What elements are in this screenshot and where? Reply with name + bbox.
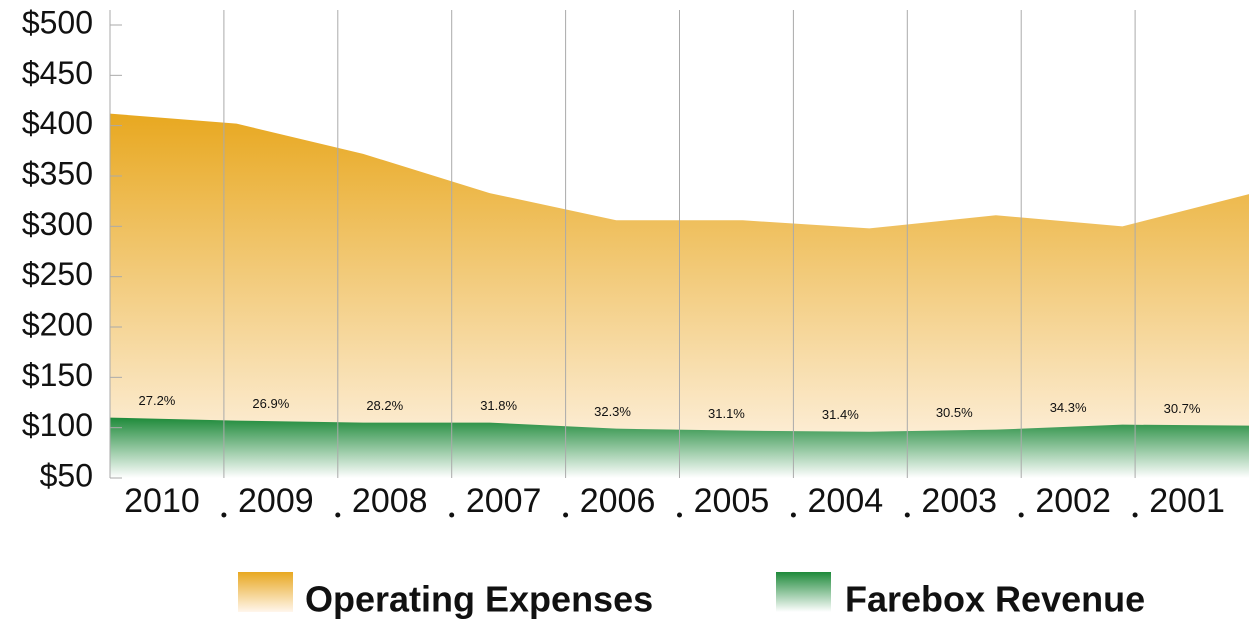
separator-dot bbox=[449, 512, 455, 518]
ratio-label: 30.5% bbox=[936, 405, 973, 420]
x-tick-label: 2007 bbox=[466, 482, 542, 520]
ratio-label: 31.4% bbox=[822, 407, 859, 422]
ratio-label: 34.3% bbox=[1050, 400, 1087, 415]
legend-swatch bbox=[776, 572, 831, 612]
legend-label: Operating Expenses bbox=[305, 579, 653, 620]
ratio-label: 28.2% bbox=[366, 398, 403, 413]
y-tick-label: $300 bbox=[22, 206, 93, 242]
separator-dot bbox=[904, 512, 910, 518]
separator-dot bbox=[1132, 512, 1138, 518]
separator-dot bbox=[221, 512, 227, 518]
x-tick-label: 2005 bbox=[694, 482, 770, 520]
ratio-label: 32.3% bbox=[594, 404, 631, 419]
legend-label: Farebox Revenue bbox=[845, 579, 1145, 620]
x-tick-label: 2001 bbox=[1149, 482, 1225, 520]
ratio-label: 30.7% bbox=[1164, 401, 1201, 416]
y-tick-label: $150 bbox=[22, 357, 93, 393]
x-tick-label: 2004 bbox=[808, 482, 884, 520]
x-tick-label: 2009 bbox=[238, 482, 314, 520]
y-tick-label: $250 bbox=[22, 256, 93, 292]
x-tick-label: 2003 bbox=[921, 482, 997, 520]
y-tick-label: $100 bbox=[22, 407, 93, 443]
separator-dot bbox=[790, 512, 796, 518]
y-tick-label: $500 bbox=[22, 4, 93, 40]
y-tick-label: $200 bbox=[22, 306, 93, 342]
ratio-label: 31.8% bbox=[480, 398, 517, 413]
separator-dot bbox=[1018, 512, 1024, 518]
separator-dot bbox=[335, 512, 341, 518]
legend-swatch bbox=[238, 572, 293, 612]
x-tick-label: 2008 bbox=[352, 482, 428, 520]
y-tick-label: $50 bbox=[40, 457, 93, 493]
ratio-label: 27.2% bbox=[139, 393, 176, 408]
separator-dot bbox=[677, 512, 682, 518]
x-tick-label: 2002 bbox=[1035, 482, 1111, 520]
separator-dot bbox=[563, 512, 569, 518]
ratio-label: 26.9% bbox=[252, 396, 289, 411]
y-tick-label: $450 bbox=[22, 55, 93, 91]
y-tick-label: $400 bbox=[22, 105, 93, 141]
x-tick-label: 2006 bbox=[580, 482, 656, 520]
x-tick-label: 2010 bbox=[124, 482, 200, 520]
ratio-label: 31.1% bbox=[708, 406, 745, 421]
y-tick-label: $350 bbox=[22, 155, 93, 191]
